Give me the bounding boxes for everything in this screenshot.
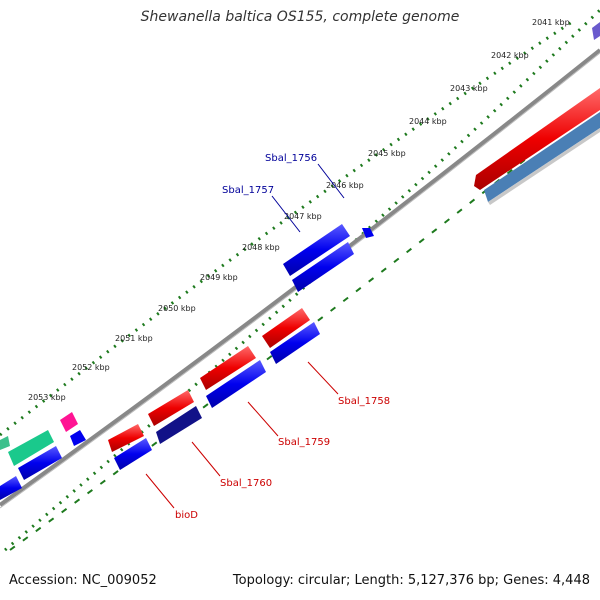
gene-arrow[interactable] bbox=[0, 476, 22, 500]
gene-arrow[interactable] bbox=[70, 430, 86, 446]
leader-line bbox=[271, 195, 301, 233]
leader-line bbox=[247, 401, 279, 437]
leader-line bbox=[317, 163, 345, 199]
gene-label[interactable]: Sbal_1757 bbox=[222, 185, 274, 196]
gene-arrow-biod[interactable] bbox=[108, 424, 144, 452]
map-title: Shewanella baltica OS155, complete genom… bbox=[140, 9, 460, 25]
tick-label: 2046 kbp bbox=[326, 181, 364, 190]
gene-arrow[interactable] bbox=[8, 430, 54, 466]
gene-arrow[interactable] bbox=[114, 438, 152, 470]
leader-line bbox=[307, 361, 339, 395]
gene-arrow bbox=[0, 436, 10, 450]
tick-label: 2051 kbp bbox=[115, 334, 153, 343]
tick-label: 2045 kbp bbox=[368, 149, 406, 158]
gene-label[interactable]: bioD bbox=[175, 510, 198, 521]
tick-labels: 2041 kbp 2042 kbp 2043 kbp 2044 kbp 2045… bbox=[28, 18, 570, 402]
tick-label: 2047 kbp bbox=[284, 212, 322, 221]
genome-summary-text: Topology: circular; Length: 5,127,376 bp… bbox=[232, 573, 590, 588]
outer-tick-ring bbox=[4, 8, 600, 552]
gene-arrow-sbal-1760[interactable] bbox=[148, 390, 194, 426]
gene-arrow[interactable] bbox=[484, 112, 600, 202]
leader-lines bbox=[145, 163, 345, 509]
tick-label: 2049 kbp bbox=[200, 273, 238, 282]
gene-arrow-sbal-1757[interactable] bbox=[292, 242, 354, 292]
tick-label: 2041 kbp bbox=[532, 18, 570, 27]
gene-label[interactable]: Sbal_1758 bbox=[338, 396, 390, 407]
gene-arrow-sbal-1758[interactable] bbox=[262, 308, 310, 348]
accession-text: Accession: NC_009052 bbox=[9, 573, 157, 588]
tick-label: 2048 kbp bbox=[242, 243, 280, 252]
gene-label[interactable]: Sbal_1759 bbox=[278, 437, 330, 448]
gene-arrow[interactable] bbox=[592, 22, 600, 40]
gene-label[interactable]: Sbal_1756 bbox=[265, 153, 317, 164]
gene-arrow-sbal-1759[interactable] bbox=[200, 346, 256, 390]
tick-label: 2043 kbp bbox=[450, 84, 488, 93]
gene-arrow[interactable] bbox=[18, 446, 62, 480]
tick-label: 2050 kbp bbox=[158, 304, 196, 313]
gene-label[interactable]: Sbal_1760 bbox=[220, 478, 272, 489]
tick-label: 2052 kbp bbox=[72, 363, 110, 372]
tick-label: 2044 kbp bbox=[409, 117, 447, 126]
gene-arrow[interactable] bbox=[206, 360, 266, 408]
leader-line bbox=[191, 441, 221, 477]
gene-arrow-sbal-1756[interactable] bbox=[283, 224, 350, 276]
gene-arrow[interactable] bbox=[474, 88, 600, 190]
gene-arrow[interactable] bbox=[270, 322, 320, 364]
upper-tick-ring bbox=[0, 18, 576, 437]
tick-label: 2042 kbp bbox=[491, 51, 529, 60]
gene-arrow[interactable] bbox=[156, 406, 202, 444]
gene-arrow[interactable] bbox=[362, 228, 374, 238]
gene-arrow bbox=[488, 128, 600, 205]
tick-label: 2053 kbp bbox=[28, 393, 66, 402]
gene-arrow[interactable] bbox=[60, 412, 78, 432]
leader-line bbox=[145, 473, 175, 509]
